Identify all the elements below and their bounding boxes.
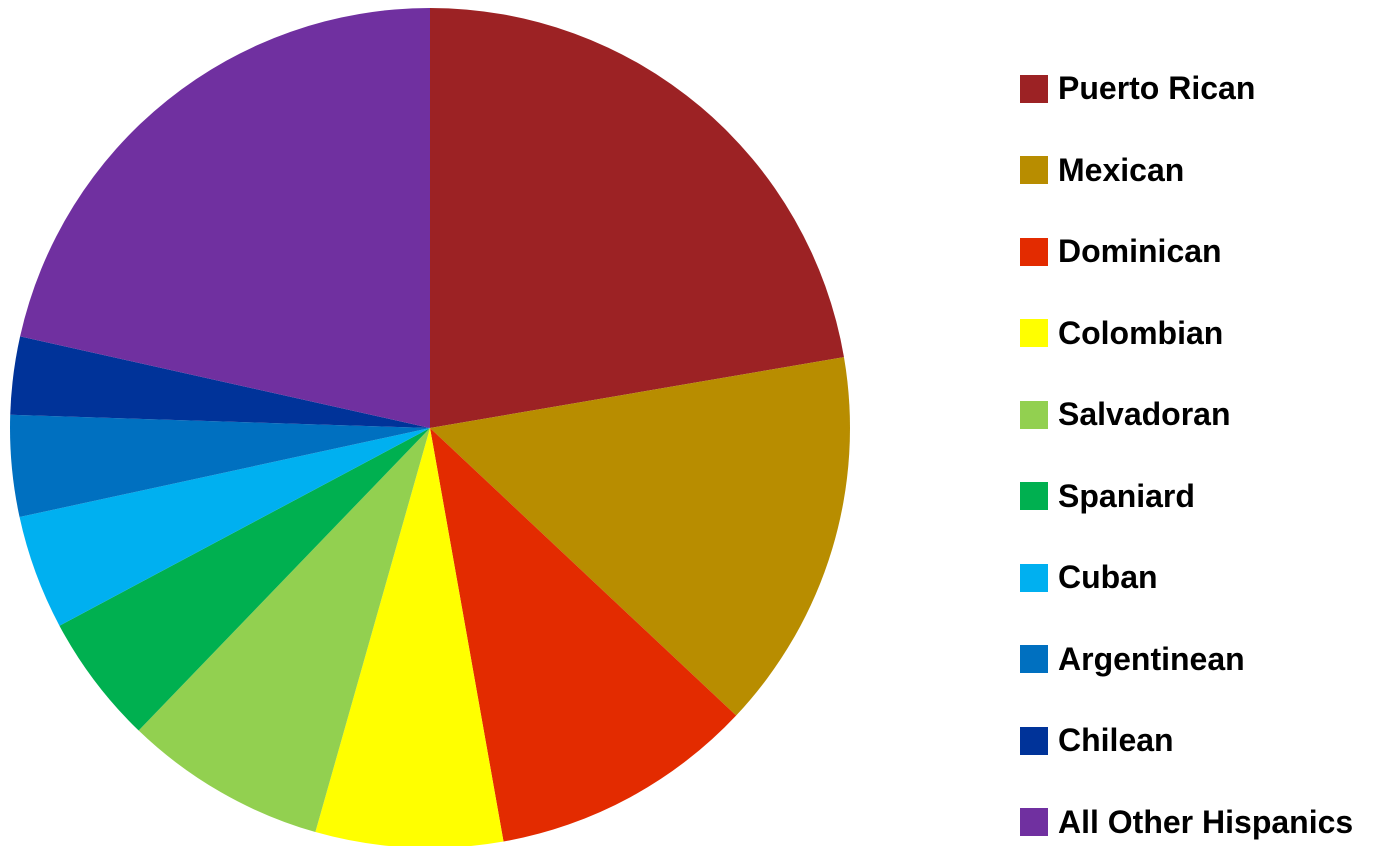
legend-swatch (1020, 808, 1048, 836)
legend-item-cuban: Cuban (1020, 537, 1390, 619)
legend-item-dominican: Dominican (1020, 211, 1390, 293)
pie-slice-puerto-rican (430, 8, 844, 428)
legend-swatch (1020, 727, 1048, 755)
legend-label: Dominican (1058, 233, 1222, 270)
legend-item-puerto-rican: Puerto Rican (1020, 48, 1390, 130)
legend-swatch (1020, 238, 1048, 266)
legend-swatch (1020, 319, 1048, 347)
legend-item-chilean: Chilean (1020, 700, 1390, 782)
legend-label: Salvadoran (1058, 396, 1231, 433)
legend-item-salvadoran: Salvadoran (1020, 374, 1390, 456)
legend-swatch (1020, 482, 1048, 510)
legend-item-all-other-hispanics: All Other Hispanics (1020, 782, 1390, 863)
legend-label: Colombian (1058, 315, 1223, 352)
legend-label: Cuban (1058, 559, 1158, 596)
legend-item-colombian: Colombian (1020, 293, 1390, 375)
legend-swatch (1020, 564, 1048, 592)
legend-swatch (1020, 645, 1048, 673)
legend: Puerto Rican Mexican Dominican Colombian Sal… (1020, 48, 1390, 863)
legend-label: Chilean (1058, 722, 1174, 759)
legend-swatch (1020, 75, 1048, 103)
legend-swatch (1020, 156, 1048, 184)
legend-item-mexican: Mexican (1020, 130, 1390, 212)
legend-item-argentinean: Argentinean (1020, 619, 1390, 701)
legend-label: Spaniard (1058, 478, 1195, 515)
legend-label: Puerto Rican (1058, 70, 1255, 107)
legend-label: Mexican (1058, 152, 1184, 189)
legend-label: All Other Hispanics (1058, 804, 1353, 841)
pie-plot-area (0, 0, 880, 846)
legend-swatch (1020, 401, 1048, 429)
legend-item-spaniard: Spaniard (1020, 456, 1390, 538)
legend-label: Argentinean (1058, 641, 1245, 678)
